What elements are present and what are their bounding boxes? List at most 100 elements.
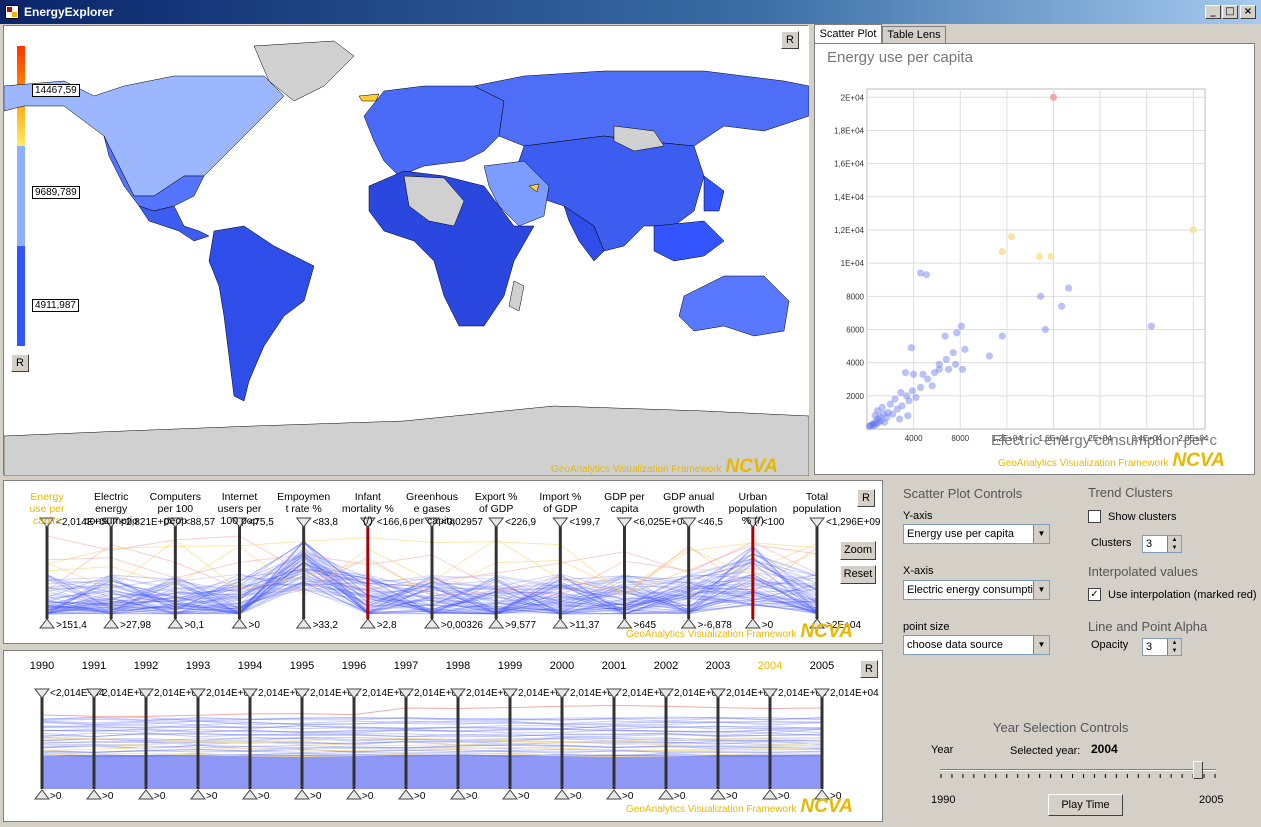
clusters-spinner[interactable]: 3 ▲ ▼ — [1142, 535, 1182, 553]
year-label[interactable]: 1990 — [29, 660, 55, 672]
data-line — [41, 728, 823, 734]
axis-top-value: 2,014E+04 — [570, 688, 619, 699]
year-label[interactable]: 1996 — [341, 660, 367, 672]
axis-bottom-value: >0 — [154, 791, 166, 802]
axis-label[interactable]: GDP anual growth — [663, 491, 715, 515]
data-point — [869, 420, 877, 428]
data-line — [41, 740, 823, 746]
year-label[interactable]: 1991 — [81, 660, 107, 672]
axis-top-value: 2,014E+04 — [362, 688, 411, 699]
xaxis-select[interactable]: Electric energy consumpti ▼ — [903, 580, 1050, 600]
axis-label[interactable]: Electric energy consumptio — [84, 491, 138, 527]
axis-top-value: 2,014E+04 — [258, 688, 307, 699]
reset-button[interactable]: Reset — [840, 565, 876, 584]
selected-year-label: Selected year: — [1010, 745, 1081, 757]
parallel-coordinates-chart[interactable]: <2,014E+04 >151,4 <2,821E+04 >27,98 <88,57 >0… — [4, 481, 884, 645]
data-point — [908, 387, 917, 395]
year-slider-track[interactable] — [940, 769, 1216, 771]
yaxis-select[interactable]: Energy use per capita ▼ — [903, 524, 1050, 544]
axis-label[interactable]: Energy use per capita — [29, 491, 65, 527]
axis-label[interactable]: Infant mortality % (/) — [341, 491, 394, 527]
axis-bottom-value: >0 — [466, 791, 478, 802]
data-band — [42, 755, 822, 789]
year-label[interactable]: 2005 — [809, 660, 835, 672]
axis-label[interactable]: Computers per 100 peop — [149, 491, 201, 527]
year-label[interactable]: 1992 — [133, 660, 159, 672]
tab-table-lens[interactable]: Table Lens — [882, 26, 946, 44]
year-label[interactable]: 1995 — [289, 660, 315, 672]
year-label[interactable]: 1997 — [393, 660, 419, 672]
world-map-panel[interactable]: 14467,59 9689,789 4911,987 R R GeoAnalyt… — [3, 25, 809, 477]
x-tick-label: 2,8E+04 — [1178, 434, 1209, 443]
opacity-label: Opacity — [1091, 639, 1129, 651]
axis-label[interactable]: Greenhous e gases per capita — [406, 491, 458, 527]
year-label[interactable]: 2004 — [757, 660, 783, 672]
axis-bottom-handle — [137, 789, 155, 800]
axis-label[interactable]: GDP per capita — [604, 491, 645, 515]
axis-label[interactable]: Internet users per 100 pop — [217, 491, 262, 527]
x-tick-label: 8000 — [951, 434, 969, 443]
data-line-highlight — [41, 741, 823, 747]
scatter-chart[interactable]: 4000 8000 1,2E+04 1,6E+04 2E+04 2,4E+04 2,8E+0… — [815, 44, 1256, 476]
tab-scatter-plot[interactable]: Scatter Plot — [814, 24, 882, 44]
pointsize-select[interactable]: choose data source ▼ — [903, 635, 1050, 655]
axis-bottom-value: >33,2 — [313, 620, 339, 631]
year-slider-thumb[interactable] — [1192, 761, 1203, 779]
year-slider-ticks — [940, 774, 1216, 778]
axis-label[interactable]: Total population — [792, 491, 842, 515]
year-label[interactable]: 2003 — [705, 660, 731, 672]
y-tick-label: 1,8E+04 — [834, 126, 865, 135]
year-label[interactable]: 1998 — [445, 660, 471, 672]
year-label[interactable]: 2002 — [653, 660, 679, 672]
close-button[interactable]: × — [1240, 5, 1256, 19]
axis-bottom-value: >0 — [778, 791, 790, 802]
zoom-button[interactable]: Zoom — [840, 541, 876, 560]
axis-label[interactable]: Export % of GDP — [474, 491, 518, 515]
chart-xlabel: Electric energy consumption per c — [991, 432, 1217, 449]
data-line — [41, 716, 823, 721]
ncva-logo: NCVA — [800, 796, 853, 817]
axis-bottom-value: >27,98 — [120, 620, 151, 631]
world-map[interactable] — [4, 26, 809, 476]
axis-top-value: <75,5 — [249, 517, 275, 528]
maximize-button[interactable]: □ — [1222, 5, 1238, 19]
axis-bottom-value: >645 — [634, 620, 657, 631]
axis-top-handle — [744, 517, 761, 528]
show-clusters-checkbox[interactable] — [1088, 510, 1101, 523]
data-line — [41, 752, 823, 757]
year-label[interactable]: 2000 — [549, 660, 575, 672]
use-interpolation-checkbox[interactable]: ✓ — [1088, 588, 1101, 601]
data-line — [41, 720, 823, 726]
parallel-coordinates-panel[interactable]: <2,014E+04 >151,4 <2,821E+04 >27,98 <88,57 >0… — [3, 480, 883, 644]
pcp-reset-r-button[interactable]: R — [857, 489, 875, 507]
axis-top-handle — [423, 517, 441, 528]
axis-label[interactable]: Empoymen t rate % — [277, 491, 331, 515]
data-point-highlight — [998, 247, 1006, 256]
axis-bottom-value: >2E+04 — [826, 620, 861, 631]
axis-bottom-handle — [616, 618, 633, 629]
year-label[interactable]: 1994 — [237, 660, 263, 672]
spinner-arrows-icon[interactable]: ▲ ▼ — [1167, 639, 1181, 655]
year-coordinates-panel[interactable]: <2,014E+04 >0 2,014E+04 >0 2,014E+04 >0 2,014E… — [3, 650, 883, 822]
year-coordinates-chart[interactable]: <2,014E+04 >0 2,014E+04 >0 2,014E+04 >0 2,014E… — [4, 651, 884, 823]
year-reset-button[interactable]: R — [860, 660, 878, 678]
axis-top-handle — [808, 517, 826, 528]
year-label[interactable]: 2001 — [601, 660, 627, 672]
axis-bottom-value: >0 — [518, 791, 530, 802]
map-reset-button[interactable]: R — [781, 31, 799, 49]
data-point — [919, 370, 927, 378]
data-point-highlight — [1035, 252, 1044, 261]
minimize-button[interactable]: _ — [1205, 5, 1221, 19]
legend-reset-button[interactable]: R — [11, 354, 29, 372]
spinner-arrows-icon[interactable]: ▲ ▼ — [1167, 536, 1181, 552]
year-label[interactable]: 1999 — [497, 660, 523, 672]
opacity-spinner[interactable]: 3 ▲ ▼ — [1142, 638, 1182, 656]
data-point — [877, 417, 885, 425]
year-label[interactable]: 1993 — [185, 660, 211, 672]
play-time-button[interactable]: Play Time — [1048, 794, 1123, 816]
axis-bottom-value: >9,577 — [505, 620, 536, 631]
data-line — [41, 752, 823, 758]
axis-label[interactable]: Urban population% (/) — [728, 491, 778, 527]
axis-label[interactable]: Import % of GDP — [539, 491, 582, 515]
scatter-plot-panel[interactable]: Energy use per capita 4000 8000 1,2E+04 1,6… — [814, 43, 1255, 475]
